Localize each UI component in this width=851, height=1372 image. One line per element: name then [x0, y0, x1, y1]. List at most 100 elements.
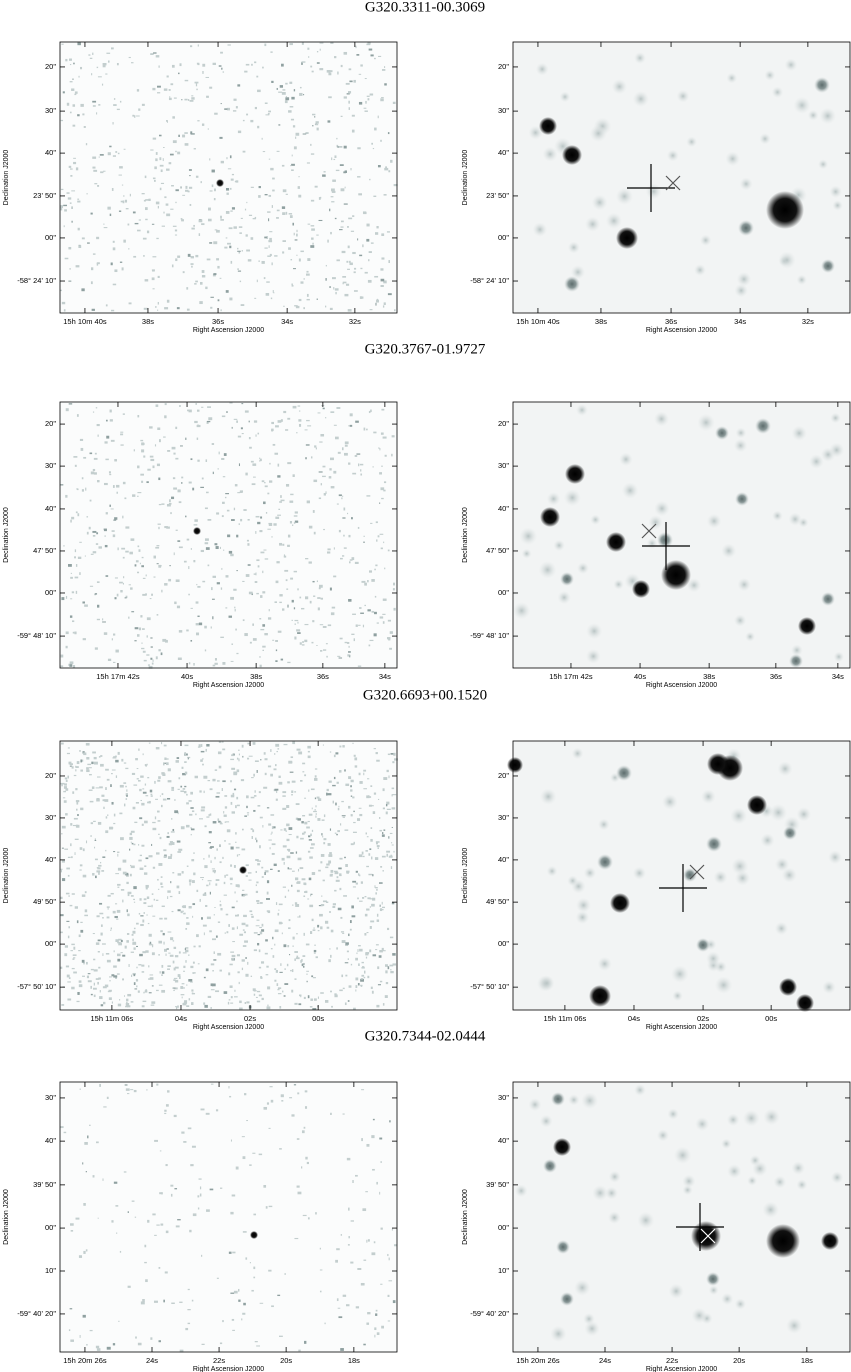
noise-speck	[208, 854, 210, 858]
noise-speck	[69, 168, 73, 170]
noise-speck	[287, 781, 290, 784]
noise-speck	[366, 238, 370, 242]
noise-speck	[351, 114, 355, 117]
noise-speck	[72, 954, 77, 956]
noise-speck	[374, 232, 379, 235]
noise-speck	[137, 844, 140, 846]
noise-speck	[201, 1254, 203, 1257]
noise-speck	[100, 755, 103, 757]
x-tick-label: 15h 10m 40s	[63, 317, 107, 326]
noise-speck	[290, 258, 293, 261]
noise-speck	[147, 468, 151, 471]
noise-speck	[313, 595, 316, 597]
noise-speck	[74, 576, 79, 579]
infrared-source	[560, 572, 574, 586]
noise-speck	[323, 493, 326, 496]
noise-speck	[197, 963, 200, 965]
noise-speck	[222, 661, 226, 665]
noise-speck	[376, 913, 379, 917]
noise-speck	[149, 455, 154, 458]
noise-speck	[393, 1244, 397, 1247]
noise-speck	[330, 954, 332, 958]
y-tick-label: 23' 50"	[486, 191, 509, 200]
noise-speck	[144, 783, 147, 786]
noise-speck	[375, 521, 378, 524]
noise-speck	[380, 487, 385, 491]
noise-speck	[291, 794, 293, 796]
noise-speck	[375, 949, 378, 951]
noise-speck	[168, 89, 171, 91]
noise-speck	[297, 632, 301, 634]
noise-speck	[69, 664, 73, 667]
infrared-source	[565, 464, 585, 484]
noise-speck	[243, 509, 247, 511]
noise-speck	[249, 910, 253, 913]
y-tick-label: -59° 48' 10"	[470, 631, 509, 640]
noise-speck	[374, 857, 379, 860]
noise-speck	[132, 938, 134, 942]
noise-speck	[391, 453, 393, 457]
noise-speck	[274, 968, 277, 970]
noise-speck	[205, 748, 207, 752]
noise-speck	[193, 559, 196, 563]
noise-speck	[333, 776, 336, 780]
noise-speck	[73, 456, 78, 458]
x-tick-label: 15h 10m 40s	[516, 317, 560, 326]
noise-speck	[88, 526, 91, 530]
noise-speck	[379, 817, 381, 819]
noise-speck	[285, 429, 289, 431]
noise-speck	[218, 765, 222, 769]
noise-speck	[197, 459, 200, 462]
noise-speck	[84, 555, 86, 557]
noise-speck	[171, 910, 174, 913]
source-spot	[193, 527, 201, 535]
faint-source	[764, 69, 776, 81]
noise-speck	[355, 882, 358, 885]
y-tick-label: 30"	[45, 106, 56, 115]
noise-speck	[60, 869, 63, 873]
noise-speck	[270, 773, 273, 777]
noise-speck	[188, 998, 191, 1001]
noise-speck	[340, 188, 345, 192]
noise-speck	[190, 607, 193, 609]
noise-speck	[313, 531, 316, 535]
infrared-source	[766, 191, 804, 229]
noise-speck	[298, 915, 301, 918]
noise-speck	[115, 775, 118, 778]
noise-speck	[124, 199, 128, 203]
noise-speck	[163, 762, 165, 766]
noise-speck	[288, 868, 292, 870]
noise-speck	[65, 965, 70, 968]
noise-speck	[389, 631, 393, 634]
noise-speck	[288, 760, 293, 764]
noise-speck	[381, 97, 384, 99]
noise-speck	[133, 901, 136, 903]
noise-speck	[326, 792, 328, 796]
noise-speck	[348, 651, 351, 653]
noise-speck	[325, 278, 327, 281]
noise-speck	[292, 741, 296, 745]
noise-speck	[161, 989, 166, 993]
panel-frame	[512, 740, 851, 1011]
noise-speck	[261, 137, 263, 140]
noise-speck	[294, 958, 296, 961]
noise-speck	[140, 775, 144, 778]
noise-speck	[100, 924, 103, 927]
noise-speck	[168, 162, 172, 165]
faint-source	[568, 1094, 580, 1106]
y-tick-label: 40"	[45, 855, 56, 864]
noise-speck	[366, 495, 371, 497]
noise-speck	[277, 630, 282, 633]
noise-speck	[363, 1259, 367, 1261]
noise-speck	[393, 309, 396, 312]
noise-speck	[296, 233, 298, 237]
noise-speck	[387, 619, 392, 622]
faint-source	[808, 454, 824, 469]
noise-speck	[259, 458, 262, 462]
noise-speck	[237, 1288, 240, 1292]
noise-speck	[187, 99, 190, 101]
noise-speck	[142, 791, 147, 794]
noise-speck	[244, 1001, 247, 1004]
noise-speck	[315, 123, 319, 126]
noise-speck	[172, 987, 176, 989]
